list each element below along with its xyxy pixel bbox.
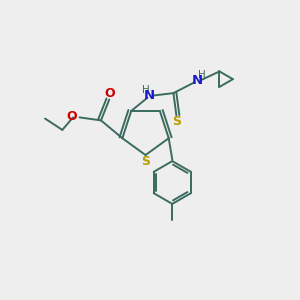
Text: O: O [67, 110, 77, 123]
Text: N: N [144, 89, 155, 102]
Text: N: N [192, 74, 203, 87]
Text: S: S [172, 116, 182, 128]
Text: S: S [141, 155, 150, 168]
Text: H: H [198, 70, 206, 80]
Text: H: H [142, 85, 150, 95]
Text: O: O [105, 87, 115, 100]
